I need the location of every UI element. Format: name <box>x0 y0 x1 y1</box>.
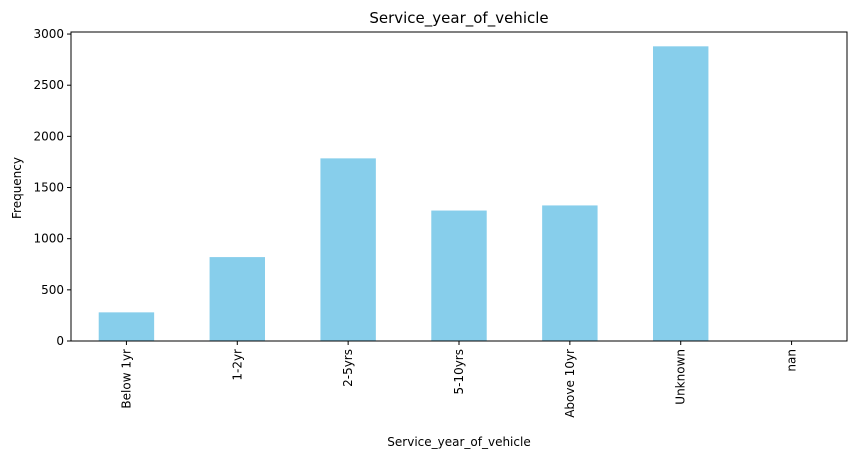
bar-1-2yr <box>209 257 265 341</box>
plot-area <box>70 31 848 342</box>
bar-unknown <box>653 46 709 342</box>
x-tick-label: 2-5yrs <box>341 349 355 387</box>
bar-5-10yrs <box>431 210 487 341</box>
y-axis: 0 500 1000 1500 2000 2500 3000 <box>33 27 71 348</box>
x-axis-label: Service_year_of_vehicle <box>387 435 530 449</box>
y-tick-label: 3000 <box>33 27 64 41</box>
x-tick-label: 1-2yr <box>230 349 244 381</box>
chart-title: Service_year_of_vehicle <box>369 9 548 28</box>
x-axis: Below 1yr 1-2yr 2-5yrs 5-10yrs Above 10yr Unk… <box>119 341 799 418</box>
bar-below-1yr <box>98 312 155 341</box>
x-tick-label: nan <box>785 349 799 372</box>
x-tick-label: Above 10yr <box>563 349 577 418</box>
y-axis-label: Frequency <box>10 157 24 219</box>
y-tick-label: 2500 <box>33 78 64 92</box>
x-tick-label: Unknown <box>674 349 688 405</box>
y-tick-label: 1000 <box>33 232 64 246</box>
bar-2-5yrs <box>320 158 376 341</box>
x-tick-label: 5-10yrs <box>452 349 466 395</box>
y-tick-label: 1500 <box>33 181 64 195</box>
x-tick-label: Below 1yr <box>119 349 133 409</box>
bar-above-10yr <box>542 205 598 341</box>
y-tick-label: 500 <box>41 283 64 297</box>
y-tick-label: 2000 <box>33 129 64 143</box>
y-tick-label: 0 <box>56 334 64 348</box>
